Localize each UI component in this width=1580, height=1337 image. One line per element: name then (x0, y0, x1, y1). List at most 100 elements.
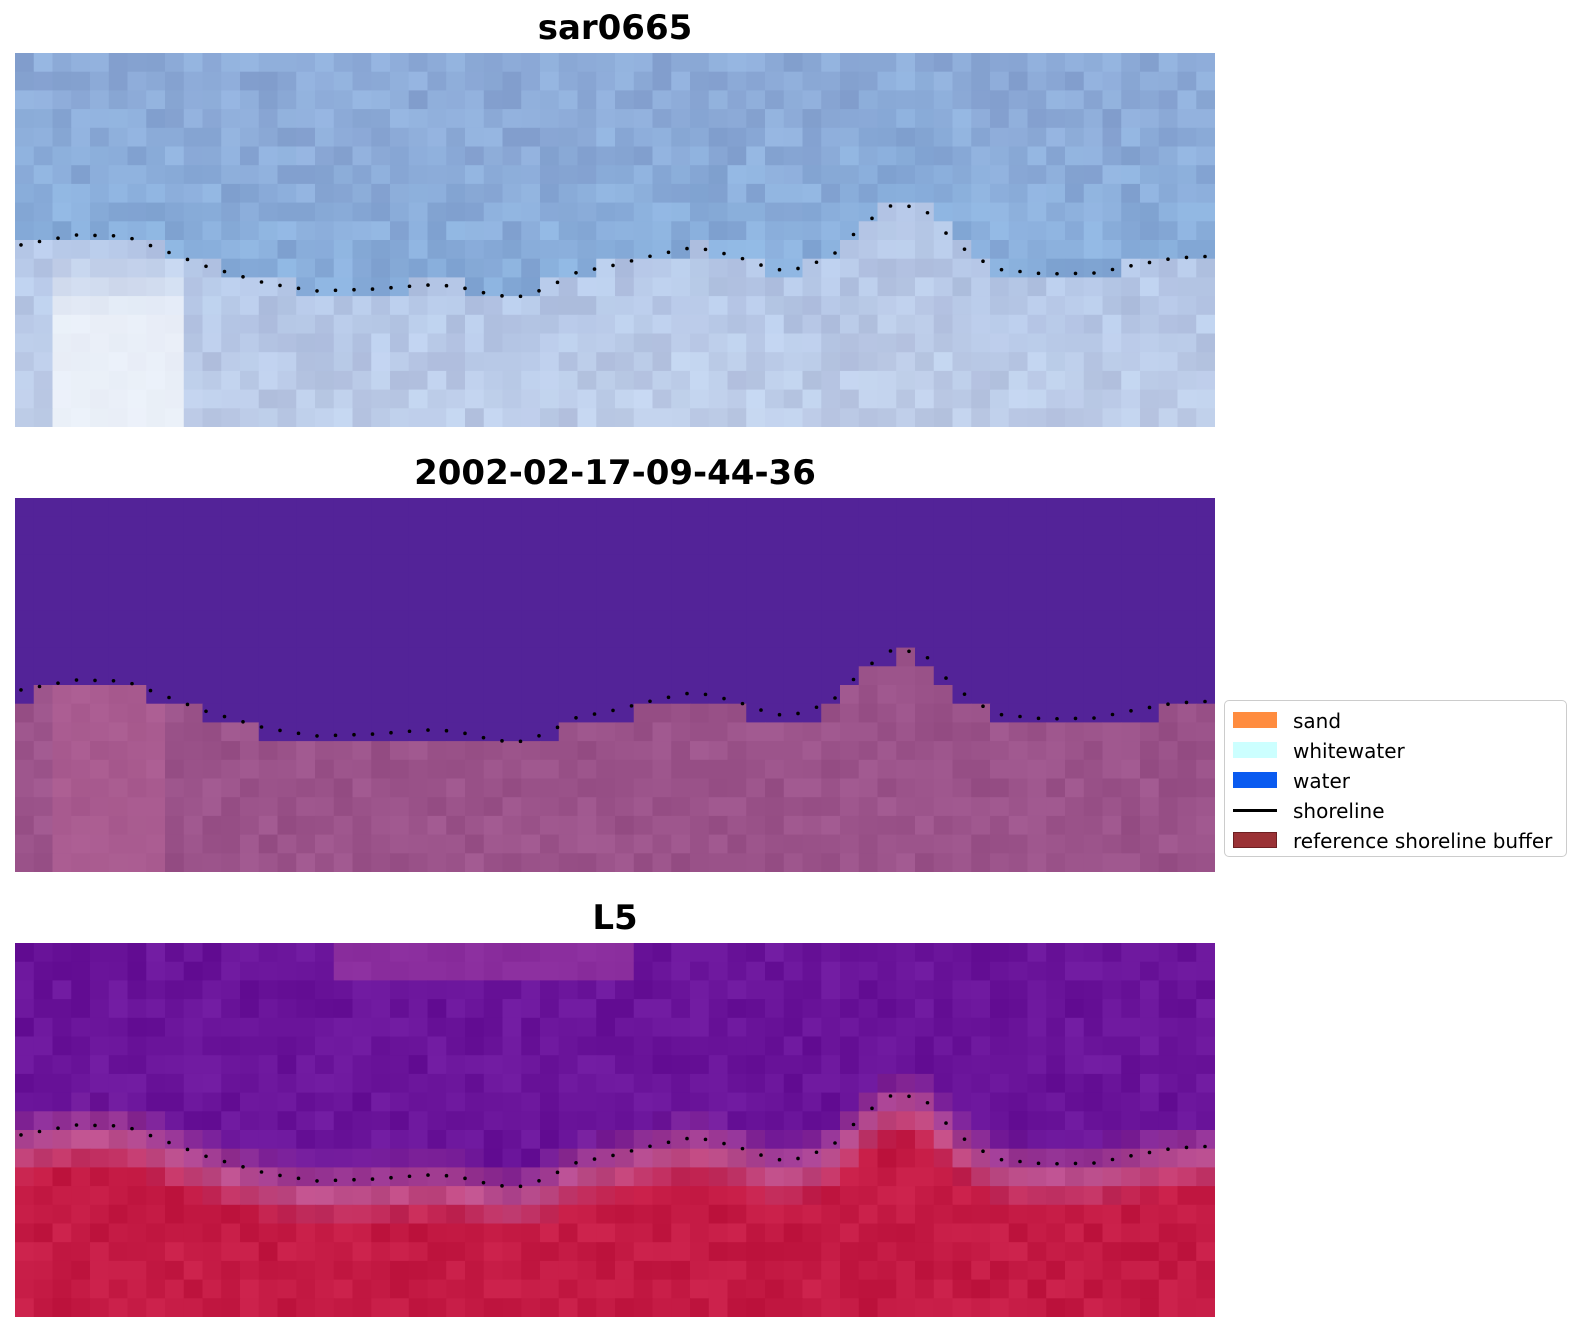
sar-pixel (183, 352, 204, 372)
index-pixel (146, 999, 166, 1019)
class-pixel (1027, 516, 1047, 536)
index-pixel (296, 1223, 316, 1243)
index-pixel (652, 943, 672, 963)
index-pixel (221, 1204, 241, 1225)
class-pixel (146, 685, 166, 705)
class-pixel (277, 591, 297, 611)
index-pixel (71, 961, 91, 981)
sar-pixel (127, 333, 147, 353)
sar-pixel (202, 53, 222, 73)
index-pixel (652, 1204, 672, 1225)
sar-pixel (1196, 277, 1215, 297)
index-pixel (315, 1223, 335, 1243)
sar-pixel (296, 352, 316, 372)
index-pixel (1177, 1242, 1197, 1262)
index-pixel (577, 1223, 597, 1243)
class-pixel (1083, 516, 1104, 536)
sar-pixel (165, 146, 185, 166)
sar-pixel (708, 277, 729, 297)
sar-pixel (821, 127, 841, 148)
index-pixel (352, 1186, 372, 1206)
sar-pixel (146, 240, 166, 260)
index-pixel (408, 980, 429, 1000)
class-pixel (1158, 647, 1179, 667)
sar-pixel (671, 277, 691, 297)
class-pixel (108, 498, 129, 518)
sar-pixel (877, 165, 897, 185)
class-pixel (521, 516, 541, 536)
class-pixel (971, 722, 991, 742)
index-pixel (671, 1260, 691, 1281)
shoreline-dot (1110, 267, 1115, 272)
index-pixel (352, 1167, 372, 1187)
index-pixel (502, 1148, 522, 1168)
sar-pixel (240, 408, 260, 427)
sar-pixel (1140, 53, 1160, 73)
class-pixel (127, 628, 147, 649)
sar-pixel (33, 296, 54, 316)
sar-pixel (615, 240, 635, 260)
shoreline-dot (148, 688, 153, 693)
class-pixel (352, 498, 372, 518)
shoreline-dot (56, 681, 60, 685)
class-pixel (465, 628, 485, 649)
shoreline-dot (1147, 260, 1152, 265)
sar-pixel (15, 370, 35, 391)
class-pixel (165, 535, 185, 555)
index-pixel (615, 943, 635, 963)
sar-pixel (296, 71, 316, 91)
index-pixel (1008, 980, 1029, 1000)
index-pixel (371, 1111, 391, 1131)
class-pixel (33, 610, 54, 630)
class-pixel (577, 666, 597, 686)
class-pixel (652, 498, 672, 518)
sar-pixel (558, 333, 579, 353)
index-pixel (427, 1111, 447, 1131)
index-pixel (1083, 1036, 1104, 1056)
index-pixel (465, 1073, 485, 1094)
sar-pixel (821, 240, 841, 260)
index-pixel (821, 999, 841, 1019)
index-pixel (165, 1092, 185, 1112)
index-pixel (202, 1204, 222, 1225)
class-pixel (615, 853, 635, 872)
sar-pixel (1140, 90, 1160, 110)
class-pixel (183, 535, 204, 555)
index-pixel (765, 961, 785, 981)
class-pixel (558, 778, 579, 798)
sar-pixel (221, 127, 241, 148)
index-pixel (221, 1298, 241, 1317)
index-pixel (690, 1073, 710, 1094)
class-pixel (258, 703, 279, 723)
class-pixel (858, 572, 879, 593)
sar-pixel (240, 109, 260, 129)
sar-pixel (427, 277, 447, 297)
sar-pixel (277, 333, 297, 353)
sar-pixel (1027, 408, 1047, 427)
class-pixel (90, 591, 110, 611)
sar-pixel (765, 277, 785, 297)
sar-pixel (146, 183, 166, 204)
sar-pixel (90, 258, 110, 278)
class-pixel (183, 647, 204, 667)
sar-pixel (465, 127, 485, 148)
index-pixel (877, 1186, 897, 1206)
class-pixel (277, 535, 297, 555)
shoreline-dot (870, 1106, 874, 1111)
class-pixel (765, 647, 785, 667)
index-image (15, 943, 1215, 1317)
class-pixel (1121, 628, 1141, 649)
index-pixel (71, 1186, 91, 1206)
index-pixel (765, 1055, 785, 1075)
class-pixel (633, 703, 654, 723)
index-pixel (1121, 1298, 1141, 1317)
sar-pixel (633, 240, 654, 260)
class-pixel (858, 591, 879, 611)
sar-pixel (465, 314, 485, 335)
shoreline-dot (814, 1150, 819, 1155)
index-pixel (915, 1130, 935, 1150)
sar-pixel (727, 90, 747, 110)
index-pixel (1027, 1204, 1047, 1225)
sar-pixel (483, 90, 504, 110)
sar-pixel (146, 277, 166, 297)
